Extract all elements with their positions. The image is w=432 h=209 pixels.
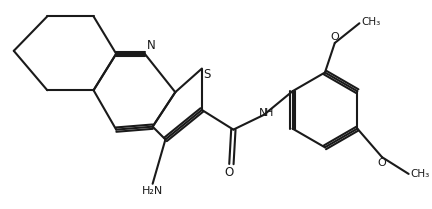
Text: CH₃: CH₃ (410, 169, 430, 179)
Text: S: S (203, 68, 210, 81)
Text: H₂N: H₂N (142, 186, 163, 196)
Text: O: O (225, 166, 234, 179)
Text: O: O (378, 158, 387, 168)
Text: N: N (147, 39, 156, 52)
Text: O: O (330, 32, 339, 42)
Text: N: N (259, 108, 267, 118)
Text: CH₃: CH₃ (362, 17, 381, 27)
Text: H: H (265, 108, 273, 118)
